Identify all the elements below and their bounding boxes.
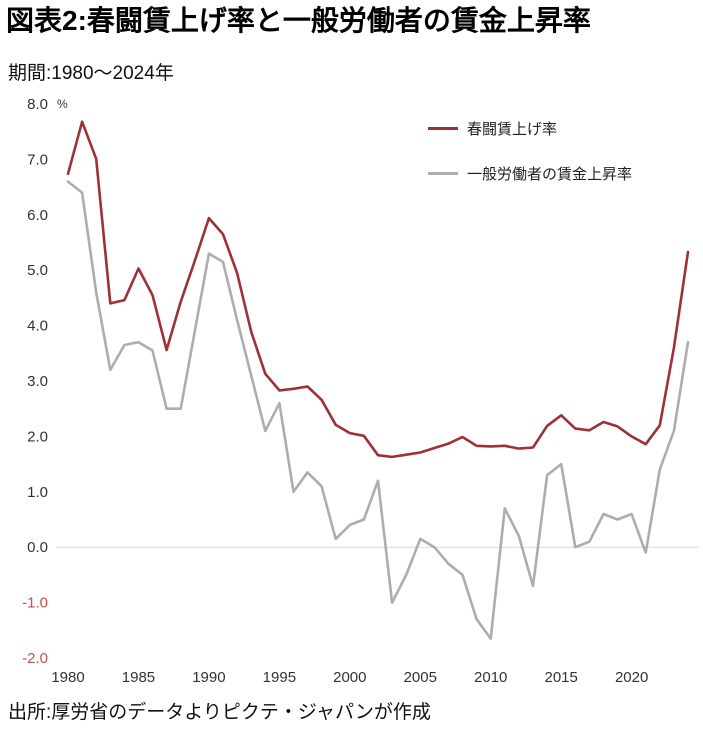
y-tick-label: 7.0 (27, 151, 48, 168)
y-tick-label: -1.0 (22, 595, 48, 612)
y-tick-label: 0.0 (27, 539, 48, 556)
legend-line-swatch-gray (428, 171, 458, 175)
x-tick-label: 1990 (192, 669, 225, 686)
x-tick-label: 1995 (263, 669, 296, 686)
x-tick-label: 2020 (615, 669, 648, 686)
y-tick-label: 4.0 (27, 318, 48, 335)
series-line-0 (66, 120, 690, 459)
x-tick-label: 2010 (474, 669, 507, 686)
y-tick-label: -2.0 (22, 650, 48, 667)
y-axis-unit-label: % (57, 97, 68, 111)
y-tick-label: 1.0 (27, 484, 48, 501)
x-tick-label: 2000 (333, 669, 366, 686)
chart-period-subtitle: 期間:1980〜2024年 (8, 63, 174, 84)
wage-line-chart: 8.0 7.0 6.0 5.0 4.0 3.0 2.0 1.0 0.0 -1.0 -2.0% 1980… (22, 96, 699, 686)
y-tick-label: 3.0 (27, 373, 48, 390)
legend-line-swatch-red (428, 126, 458, 130)
y-tick-label: 5.0 (27, 262, 48, 279)
series-line-1 (66, 180, 690, 640)
source-note: 出所:厚労省のデータよりピクテ・ジャパンが作成 (8, 702, 431, 723)
chart-area: 8.0 7.0 6.0 5.0 4.0 3.0 2.0 1.0 0.0 -1.0 -2.0% 1980… (0, 90, 703, 690)
legend-item-general-workers: 一般労働者の賃金上昇率 (428, 163, 632, 183)
x-tick-label: 2015 (544, 669, 577, 686)
legend-label-shunto: 春闘賃上げ率 (467, 120, 558, 138)
y-tick-label: 6.0 (27, 207, 48, 224)
y-tick-label: 8.0 (27, 96, 48, 113)
x-tick-label: 2005 (404, 669, 437, 686)
legend-label-general-workers: 一般労働者の賃金上昇率 (467, 165, 633, 183)
y-tick-label: 2.0 (27, 428, 48, 445)
x-tick-label: 1980 (51, 669, 84, 686)
legend-item-shunto: 春闘賃上げ率 (428, 118, 632, 138)
chart-legend: 春闘賃上げ率 一般労働者の賃金上昇率 (428, 118, 632, 208)
chart-title: 図表2:春闘賃上げ率と一般労働者の賃金上昇率 (6, 5, 591, 36)
x-tick-label: 1985 (122, 669, 155, 686)
